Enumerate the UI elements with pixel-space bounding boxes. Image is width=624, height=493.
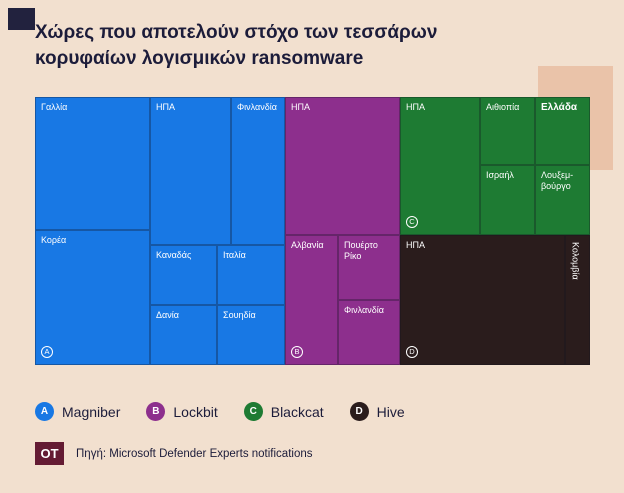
treemap: Γαλλία Κορέα ΗΠΑ Φινλανδία Καναδάς Ιταλί…	[35, 97, 590, 365]
treemap-cell-france: Γαλλία	[35, 97, 150, 230]
legend-label: Hive	[376, 403, 405, 420]
treemap-cell-puerto-rico: Πουέρτο Ρίκο	[338, 235, 400, 300]
treemap-cell-usa-hive: ΗΠΑ	[400, 235, 565, 365]
cell-label: Γαλλία	[41, 102, 68, 112]
legend-chip-d: D	[349, 402, 369, 421]
legend-label: Blackcat	[270, 403, 324, 420]
legend: A Magniber B Lockbit C Blackcat D Hive	[35, 402, 405, 421]
cell-label: Φινλανδία	[344, 305, 384, 315]
treemap-cell-italy: Ιταλία	[217, 245, 285, 305]
treemap-cell-greece: Ελλάδα	[535, 97, 590, 165]
chart-title-line2: κορυφαίων λογισμικών ransomware	[35, 47, 364, 69]
legend-item-magniber: A Magniber	[35, 402, 120, 421]
cell-label: ΗΠΑ	[291, 102, 311, 112]
treemap-cell-colombia: Κολομβία	[565, 235, 590, 365]
source-text: Πηγή: Microsoft Defender Experts notific…	[76, 447, 313, 460]
legend-label: Magniber	[62, 403, 121, 420]
cell-label: Καναδάς	[156, 250, 192, 260]
treemap-cell-sweden: Σουηδία	[217, 305, 285, 365]
cell-label: Λουξεμ- βούργο	[541, 170, 574, 192]
treemap-cell-usa-blackcat: ΗΠΑ	[400, 97, 480, 235]
cell-label: ΗΠΑ	[156, 102, 176, 112]
cell-label: Ιταλία	[223, 250, 246, 260]
legend-chip-c: C	[243, 402, 263, 421]
cell-label-highlighted: Ελλάδα	[541, 102, 578, 113]
treemap-cell-luxembourg: Λουξεμ- βούργο	[535, 165, 590, 235]
group-badge-hive: D	[406, 346, 418, 358]
legend-chip-b: B	[146, 402, 166, 421]
cell-label: Σουηδία	[223, 310, 256, 320]
treemap-cell-albania: Αλβανία	[285, 235, 338, 365]
cell-label: Πουέρτο Ρίκο	[344, 240, 378, 262]
cell-label: Φινλανδία	[237, 102, 277, 112]
treemap-cell-finland-magniber: Φινλανδία	[231, 97, 285, 245]
footer: OT Πηγή: Microsoft Defender Experts noti…	[35, 442, 313, 465]
treemap-cell-finland-lockbit: Φινλανδία	[338, 300, 400, 365]
chart-title-line1: Χώρες που αποτελούν στόχο των τεσσάρων	[35, 22, 438, 43]
treemap-cell-korea: Κορέα	[35, 230, 150, 365]
treemap-cell-ethiopia: Αιθιοπία	[480, 97, 535, 165]
cell-label: ΗΠΑ	[406, 240, 426, 250]
legend-item-blackcat: C Blackcat	[243, 402, 324, 421]
group-badge-lockbit: B	[291, 346, 303, 358]
cell-label: ΗΠΑ	[406, 102, 426, 112]
masthead-block	[8, 8, 35, 30]
legend-label: Lockbit	[173, 403, 218, 420]
cell-label: Δανία	[156, 310, 179, 320]
treemap-cell-usa-lockbit: ΗΠΑ	[285, 97, 400, 235]
group-badge-blackcat: C	[406, 216, 418, 228]
cell-label: Αιθιοπία	[486, 102, 520, 112]
treemap-cell-denmark: Δανία	[150, 305, 217, 365]
ot-logo: OT	[35, 442, 64, 465]
legend-item-hive: D Hive	[349, 402, 405, 421]
treemap-cell-canada: Καναδάς	[150, 245, 217, 305]
cell-label: Κολομβία	[570, 242, 581, 280]
cell-label: Αλβανία	[291, 240, 324, 250]
legend-chip-a: A	[35, 402, 54, 421]
cell-label: Ισραήλ	[486, 170, 514, 180]
treemap-cell-usa-magniber: ΗΠΑ	[150, 97, 231, 245]
cell-label: Κορέα	[41, 235, 67, 245]
group-badge-magniber: A	[41, 346, 53, 358]
chart-title: Χώρες που αποτελούν στόχο των τεσσάρων κ…	[35, 20, 437, 71]
treemap-cell-israel: Ισραήλ	[480, 165, 535, 235]
legend-item-lockbit: B Lockbit	[146, 402, 218, 421]
